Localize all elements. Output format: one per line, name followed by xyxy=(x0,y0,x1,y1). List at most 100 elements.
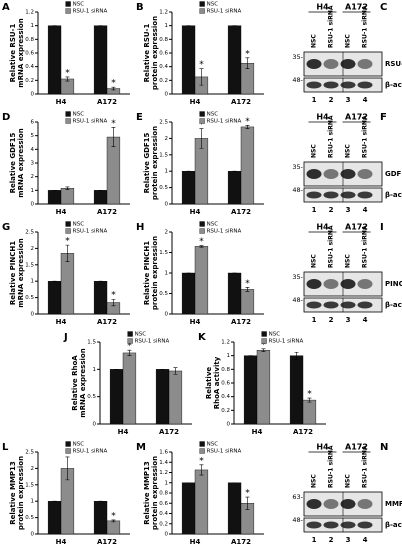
y-tick-label: 0 xyxy=(31,202,35,208)
y-axis-label: protein expression xyxy=(151,456,159,530)
legend-label: NSC xyxy=(207,2,219,8)
y-tick-label: 1 xyxy=(31,23,35,29)
legend-label: RSU-1 siRNA xyxy=(207,119,242,125)
lane-number: 4 xyxy=(363,96,368,104)
blot-band xyxy=(340,191,356,199)
lane-label: RSU-1 siRNA xyxy=(362,445,369,488)
bar xyxy=(227,170,242,205)
error-bar xyxy=(111,298,116,307)
significance-mark: * xyxy=(245,49,250,59)
y-tick-label: 2 xyxy=(31,466,35,472)
lane-number: 3 xyxy=(346,536,351,544)
lane-number: 4 xyxy=(363,206,368,214)
error-bar xyxy=(111,127,116,147)
legend-label: NSC xyxy=(269,332,281,338)
y-tick-label: 0.6 xyxy=(25,51,34,57)
bar xyxy=(256,350,271,425)
y-tick-label: 0.4 xyxy=(159,64,168,70)
bar xyxy=(93,281,108,315)
legend-swatch xyxy=(65,8,71,14)
blot-band xyxy=(323,279,339,289)
lane-number: 4 xyxy=(363,316,368,324)
y-tick-label: 0.6 xyxy=(159,51,168,57)
y-tick-label: 1.5 xyxy=(159,152,168,158)
legend-swatch xyxy=(127,338,133,344)
blot-band xyxy=(306,521,322,529)
y-axis-label: mRNA expression xyxy=(79,348,87,417)
legend-label: RSU-1 siRNA xyxy=(207,9,242,15)
blot-band xyxy=(340,499,356,509)
bar xyxy=(181,272,196,315)
panel-letter: I xyxy=(380,222,384,233)
bar xyxy=(93,501,108,535)
panel-letter: E xyxy=(136,112,143,123)
y-axis-label: mRNA expression xyxy=(17,18,25,87)
blot-band xyxy=(357,81,373,89)
y-axis-label: protein expression xyxy=(151,236,159,310)
error-bar xyxy=(111,519,116,523)
y-tick-label: 1.5 xyxy=(25,482,34,488)
y-tick-label: 0 xyxy=(165,202,169,208)
lane-label: NSC xyxy=(345,254,352,268)
y-axis-label: protein expression xyxy=(151,16,159,90)
lane-number: 1 xyxy=(312,206,317,214)
bar xyxy=(243,355,258,425)
lane-label: RSU-1 siRNA xyxy=(328,115,335,158)
y-tick-label: 0.2 xyxy=(221,408,230,414)
bar xyxy=(194,469,209,535)
legend-swatch xyxy=(65,221,71,227)
lane-label: NSC xyxy=(311,34,318,48)
x-tick-label: A172 xyxy=(293,428,313,436)
y-tick-label: 0.4 xyxy=(25,64,34,70)
significance-mark: * xyxy=(199,237,204,247)
y-tick-label: 2 xyxy=(165,136,169,142)
significance-mark: * xyxy=(111,79,116,89)
bar xyxy=(240,126,255,205)
y-tick-label: 0.8 xyxy=(221,367,230,373)
y-tick-label: 2.5 xyxy=(25,230,34,236)
lane-number: 3 xyxy=(346,316,351,324)
panel-letter: G xyxy=(2,222,10,233)
y-tick-label: 2 xyxy=(31,174,35,180)
bar xyxy=(122,352,137,425)
x-tick-label: H4 xyxy=(190,318,201,326)
bar xyxy=(289,355,304,425)
panel-letter: H xyxy=(136,222,144,233)
bar xyxy=(47,501,62,535)
y-tick-label: 2 xyxy=(165,230,169,236)
y-axis-label: Relative PINCH1 xyxy=(9,241,17,305)
y-axis-label: Relative MMP13 xyxy=(9,461,17,525)
x-tick-label: A172 xyxy=(97,208,117,216)
lane-number: 1 xyxy=(312,316,317,324)
x-tick-label: A172 xyxy=(159,428,179,436)
y-axis-label: Relative MMP13 xyxy=(143,461,151,525)
group-label: H4 xyxy=(316,443,329,452)
bar xyxy=(302,399,317,425)
y-tick-label: 2.5 xyxy=(25,450,34,456)
error-bar xyxy=(111,86,116,91)
x-tick-label: H4 xyxy=(56,318,67,326)
blot-band xyxy=(340,279,356,289)
size-marker: 48- xyxy=(292,186,303,194)
legend-label: RSU-1 siRNA xyxy=(207,229,242,235)
y-tick-label: 4 xyxy=(31,147,35,153)
y-tick-label: 0 xyxy=(31,92,35,98)
blot-band xyxy=(340,169,356,179)
blot-band xyxy=(306,169,322,179)
y-tick-label: 0.8 xyxy=(159,37,168,43)
y-tick-label: 0.4 xyxy=(221,394,230,400)
legend-swatch xyxy=(199,228,205,234)
blot-band xyxy=(340,301,356,309)
blot-band xyxy=(323,499,339,509)
bar xyxy=(181,482,196,535)
significance-mark: * xyxy=(65,68,70,78)
y-tick-label: 1.5 xyxy=(87,340,96,346)
legend-label: RSU-1 siRNA xyxy=(135,339,170,345)
blot-band xyxy=(357,301,373,309)
error-bar xyxy=(261,348,266,352)
group-label: H4 xyxy=(316,3,329,12)
legend-swatch xyxy=(261,331,267,337)
lane-number: 2 xyxy=(329,96,334,104)
significance-mark: * xyxy=(245,279,250,289)
error-bar xyxy=(199,464,204,476)
